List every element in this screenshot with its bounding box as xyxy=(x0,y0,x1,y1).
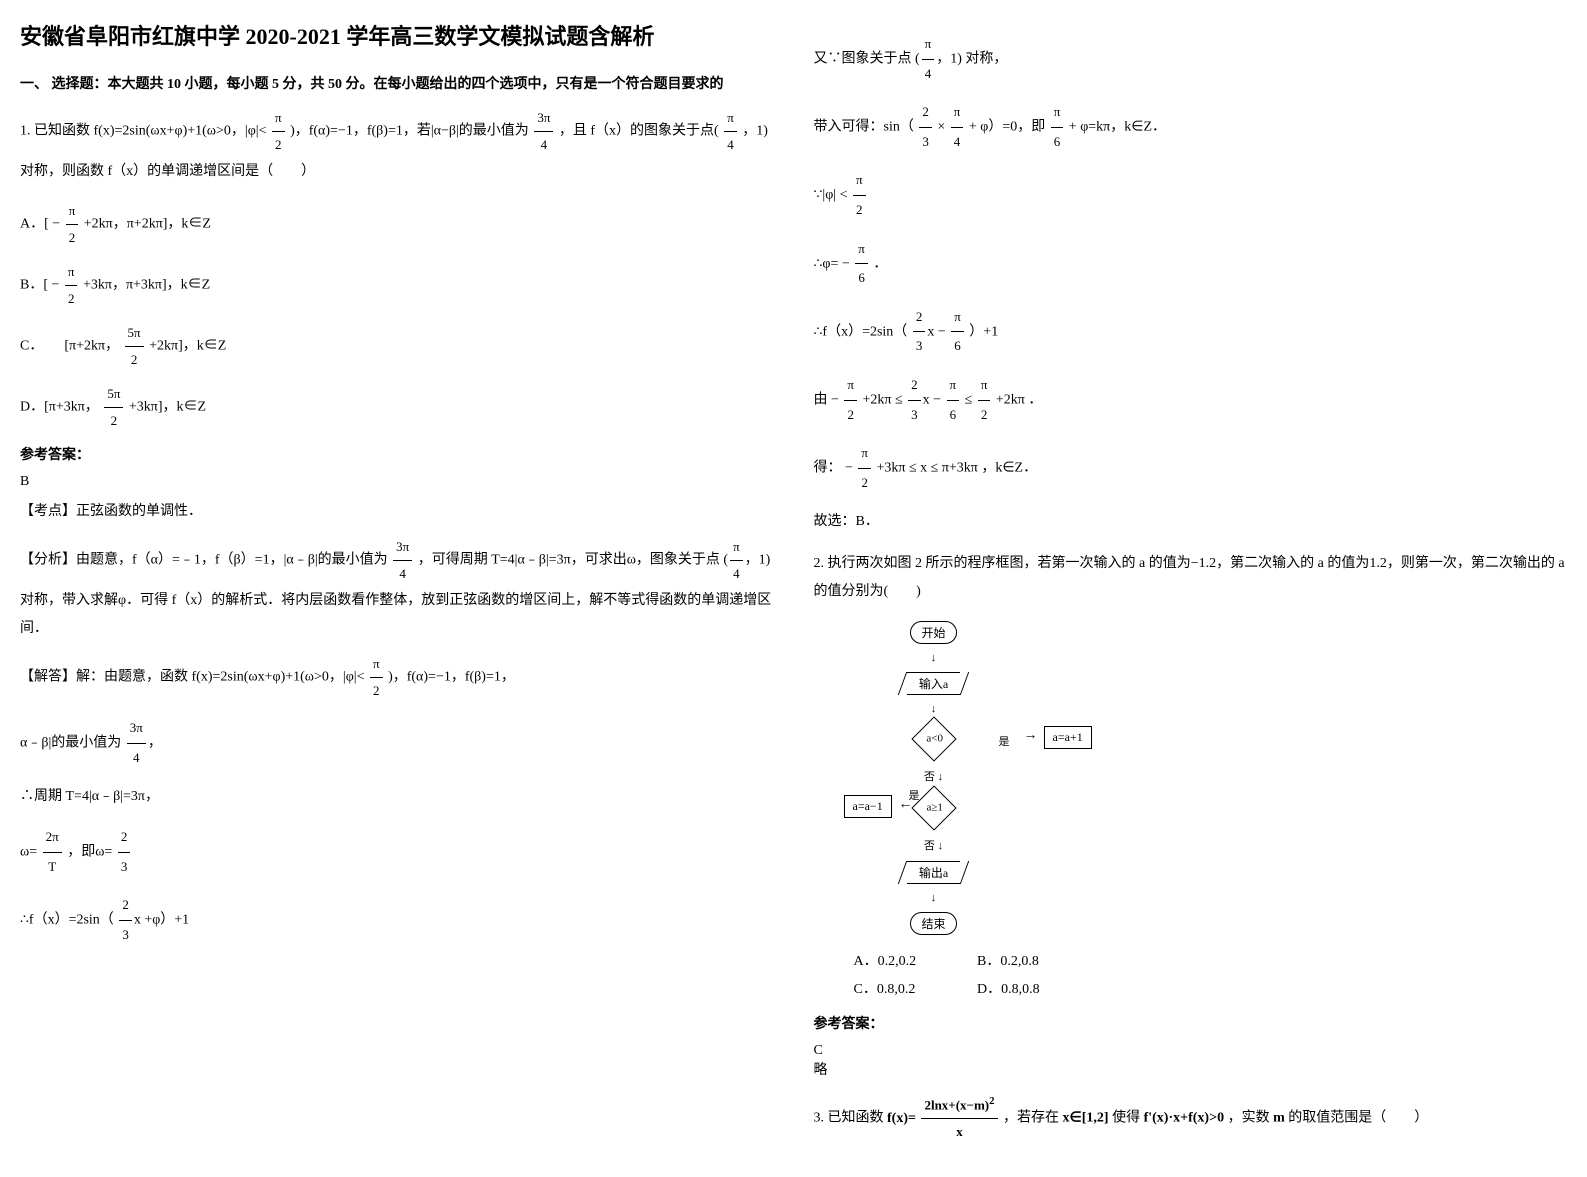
q1-solve-line5: ∴f（x）=2sin（ 23x +φ）+1 xyxy=(20,891,774,949)
question-1: 1. 已知函数 f(x)=2sin(ωx+φ)+1(ω>0，|φ|< π2 )，… xyxy=(20,105,774,186)
q2-option-d: D．0.8,0.8 xyxy=(977,978,1097,998)
q1-option-d: D．[π+3kπ， 5π2 +3kπ]，k∈Z xyxy=(20,381,774,434)
q2-answer-label: 参考答案： xyxy=(814,1013,1568,1033)
q1-solve-line3: ∴周期 T=4|α﹣β|=3π， xyxy=(20,782,774,813)
q1-solve-line2: α﹣β|的最小值为 3π4， xyxy=(20,714,774,772)
q1-analysis: 【分析】由题意，f（α）=﹣1，f（β）=1，|α﹣β|的最小值为 3π4 ，可… xyxy=(20,534,774,643)
q2-brief: 略 xyxy=(814,1059,1568,1079)
arrow-icon: → xyxy=(1024,728,1038,744)
flow-input: 输入a xyxy=(907,672,960,695)
arrow-icon: ↓ xyxy=(874,892,994,904)
col2-line2: 带入可得：sin（ 23 × π4 + φ）=0，即 π6 + φ=kπ，k∈Z… xyxy=(814,98,1568,156)
section-1-header: 一、 选择题：本大题共 10 小题，每小题 5 分，共 50 分。在每小题给出的… xyxy=(20,73,774,93)
q1-point: 【考点】正弦函数的单调性． xyxy=(20,498,774,526)
q1-stem-2: )，f(α)=−1，f(β)=1，若|α−β|的最小值为 xyxy=(290,124,529,139)
frac-pi-2: π2 xyxy=(272,105,285,158)
q1-solve-line4: ω= 2πT ，即ω= 23 xyxy=(20,823,774,881)
col2-line3: ∵|φ| < π2 xyxy=(814,166,1568,224)
q1-answer: B xyxy=(20,474,774,490)
q2-options: A．0.2,0.2 B．0.2,0.8 C．0.8,0.2 D．0.8,0.8 xyxy=(854,950,1568,998)
col2-line1: 又∵图象关于点 (π4，1) 对称， xyxy=(814,30,1568,88)
col2-line6: 由 − π2 +2kπ ≤ 23x − π6 ≤ π2 +2kπ ． xyxy=(814,371,1568,429)
q2-option-b: B．0.2,0.8 xyxy=(977,950,1097,970)
flow-end: 结束 xyxy=(910,912,956,935)
document-title: 安徽省阜阳市红旗中学 2020-2021 学年高三数学文模拟试题含解析 xyxy=(20,20,774,53)
question-2: 2. 执行两次如图 2 所示的程序框图，若第一次输入的 a 的值为−1.2，第二… xyxy=(814,550,1568,606)
flow-no-label: 否 ↓ xyxy=(874,768,994,784)
flow-no-label: 否 ↓ xyxy=(874,837,994,853)
q2-option-a: A．0.2,0.2 xyxy=(854,950,974,970)
question-3: 3. 已知函数 f(x)= 2lnx+(x−m)2 x ，若存在 x∈[1,2]… xyxy=(814,1091,1568,1145)
arrow-icon: ↓ xyxy=(874,703,994,715)
q1-solve: 【解答】解：由题意，函数 f(x)=2sin(ωx+φ)+1(ω>0，|φ|< … xyxy=(20,651,774,704)
frac-3pi-4: 3π4 xyxy=(534,105,553,158)
flow-box-1: a=a+1 xyxy=(1044,726,1092,749)
flowchart: 开始 ↓ 输入a ↓ a<0 是 → a=a+1 否 ↓ a=a−1 ← 是 xyxy=(874,621,1568,935)
q1-option-a: A．[ − π2 +2kπ，π+2kπ]，k∈Z xyxy=(20,198,774,251)
flow-diamond-1: a<0 xyxy=(911,716,956,761)
q1-stem-1: 1. 已知函数 f(x)=2sin(ωx+φ)+1(ω>0，|φ|< xyxy=(20,124,266,139)
q1-answer-label: 参考答案： xyxy=(20,444,774,464)
arrow-icon: ↓ xyxy=(874,652,994,664)
flow-yes-label: 是 xyxy=(999,733,1010,749)
q2-answer: C xyxy=(814,1043,1568,1059)
col2-line4: ∴φ= − π6 ． xyxy=(814,235,1568,293)
frac-pi-4: π4 xyxy=(724,105,737,158)
q2-option-c: C．0.8,0.2 xyxy=(854,978,974,998)
q1-stem-3: ，且 f（x）的图象关于点( xyxy=(559,124,719,139)
col2-line7: 得： − π2 +3kπ ≤ x ≤ π+3kπ ，k∈Z． xyxy=(814,439,1568,497)
col2-line5: ∴f（x）=2sin（ 23x − π6 ）+1 xyxy=(814,303,1568,361)
flow-start: 开始 xyxy=(910,621,956,644)
flow-output: 输出a xyxy=(907,861,960,884)
flow-box-2: a=a−1 xyxy=(844,795,892,818)
q1-option-b: B．[ − π2 +3kπ，π+3kπ]，k∈Z xyxy=(20,259,774,312)
col2-line8: 故选：B． xyxy=(814,507,1568,538)
q1-option-c: C． [π+2kπ， 5π2 +2kπ]，k∈Z xyxy=(20,320,774,373)
